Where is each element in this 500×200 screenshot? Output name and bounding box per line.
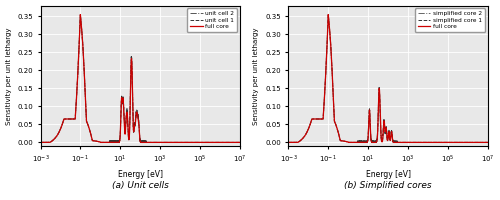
unit cell 1 [157,141,163,144]
unit cell 1 [38,141,44,144]
simplified core 1 [405,141,411,144]
Y-axis label: Sensitivity per unit lethargy: Sensitivity per unit lethargy [254,27,260,125]
full core [405,141,411,144]
Title: (a) Unit cells: (a) Unit cells [112,181,168,190]
full core [114,141,119,144]
full core [167,141,173,144]
full core [236,141,242,144]
Legend: unit cell 2, unit cell 1, full core: unit cell 2, unit cell 1, full core [187,8,237,32]
unit cell 2 [38,141,44,144]
Line: full core: full core [288,15,488,142]
Title: (b) Simplified cores: (b) Simplified cores [344,181,432,190]
Line: simplified core 2: simplified core 2 [288,15,488,142]
unit cell 2 [236,141,242,144]
simplified core 1 [434,141,440,144]
unit cell 2 [78,13,84,16]
simplified core 2 [405,141,411,144]
simplified core 1 [326,13,332,16]
unit cell 1 [114,140,119,142]
full core [434,141,440,144]
simplified core 1 [484,141,490,144]
full core [186,141,192,144]
simplified core 1 [362,140,368,142]
full core [415,141,421,144]
unit cell 2 [186,141,192,144]
Legend: simplified core 2, simplified core 1, full core: simplified core 2, simplified core 1, fu… [414,8,484,32]
simplified core 1 [286,141,292,144]
full core [450,141,456,144]
simplified core 2 [286,141,292,144]
unit cell 2 [167,141,173,144]
full core [74,93,80,96]
unit cell 1 [78,13,84,16]
unit cell 1 [202,141,207,144]
simplified core 2 [415,141,421,144]
unit cell 2 [74,93,80,96]
unit cell 2 [114,141,119,143]
full core [38,141,44,144]
unit cell 1 [186,141,192,144]
unit cell 1 [236,141,242,144]
full core [326,13,332,16]
Line: unit cell 2: unit cell 2 [40,15,239,142]
simplified core 2 [322,93,328,96]
simplified core 1 [450,141,456,144]
X-axis label: Energy [eV]: Energy [eV] [366,170,410,179]
simplified core 1 [415,141,421,144]
simplified core 2 [326,13,332,16]
full core [362,141,368,144]
full core [484,141,490,144]
simplified core 2 [450,141,456,144]
X-axis label: Energy [eV]: Energy [eV] [118,170,162,179]
full core [286,141,292,144]
simplified core 2 [362,140,368,143]
simplified core 1 [322,93,328,96]
unit cell 1 [167,141,173,144]
full core [157,141,163,144]
Line: full core: full core [40,15,239,142]
simplified core 2 [434,141,440,144]
Y-axis label: Sensitivity per unit lethargy: Sensitivity per unit lethargy [6,27,12,125]
unit cell 2 [157,141,163,144]
full core [202,141,207,144]
Line: simplified core 1: simplified core 1 [288,15,488,142]
full core [322,93,328,96]
unit cell 2 [202,141,207,144]
simplified core 2 [484,141,490,144]
unit cell 1 [74,93,80,96]
full core [78,13,84,16]
Line: unit cell 1: unit cell 1 [40,15,239,142]
